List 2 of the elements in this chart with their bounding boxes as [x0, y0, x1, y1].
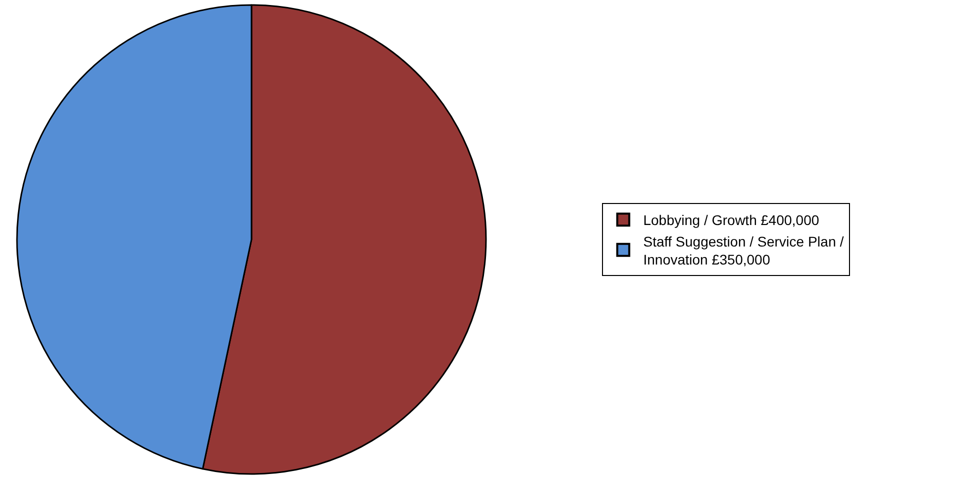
legend-label: Staff Suggestion / Service Plan / Innovation £350,000: [643, 233, 844, 268]
legend-label: Lobbying / Growth £400,000: [643, 212, 820, 228]
